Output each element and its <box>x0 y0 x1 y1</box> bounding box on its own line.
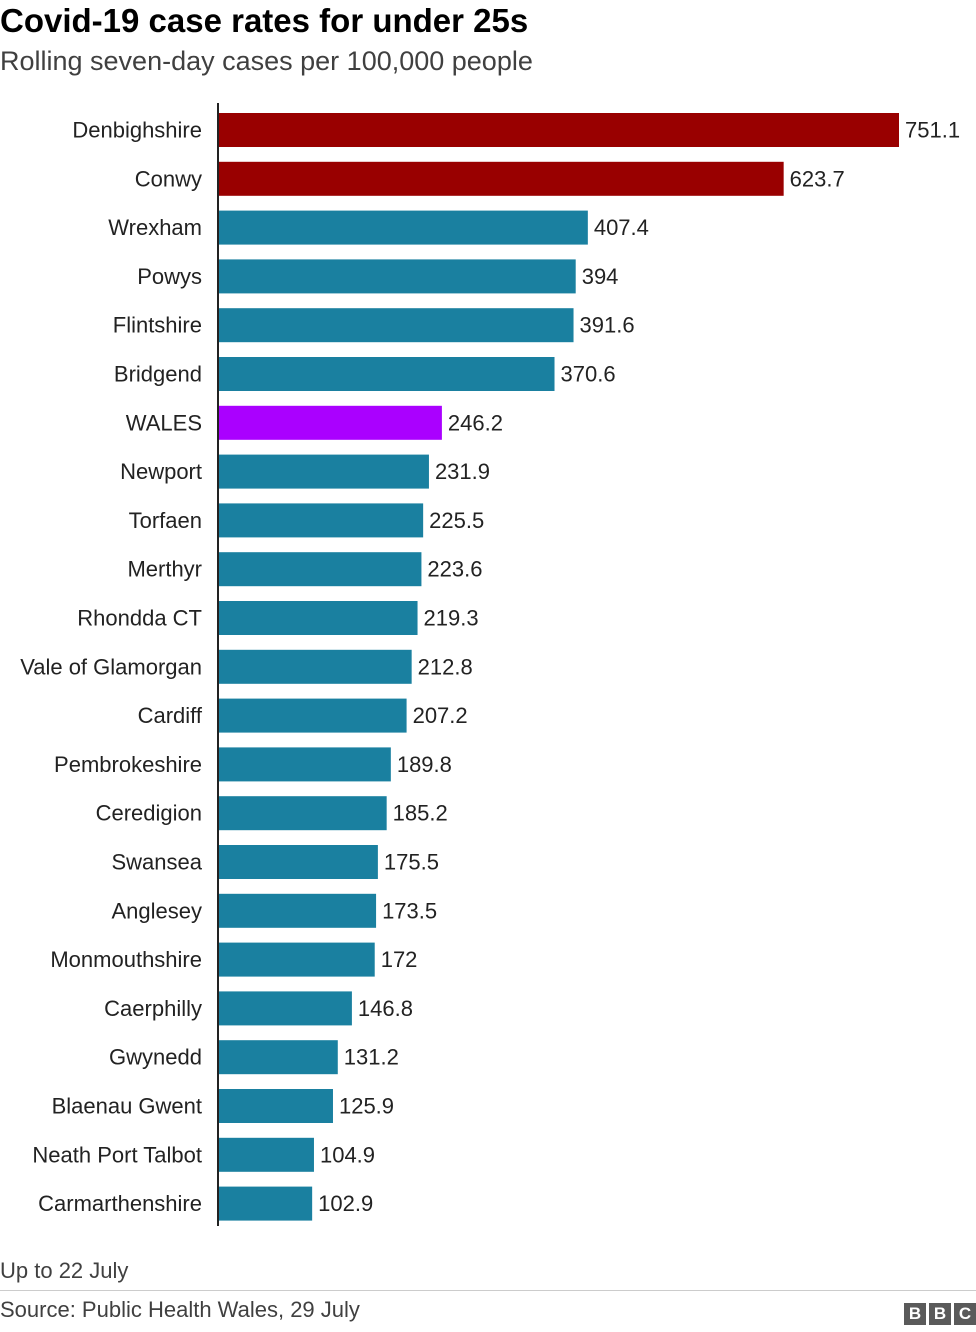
bar-anglesey <box>219 893 377 928</box>
value-label: 246.2 <box>448 410 503 435</box>
bar-wrexham <box>219 210 588 245</box>
category-label: Gwynedd <box>109 1045 202 1070</box>
value-label: 751.1 <box>905 118 960 143</box>
bar-pembrokeshire <box>219 747 391 782</box>
category-label: Denbighshire <box>72 118 202 143</box>
bar-wales <box>219 405 442 440</box>
footer-divider <box>0 1290 976 1291</box>
bar-cardiff <box>219 698 407 733</box>
value-label: 219.3 <box>424 606 479 631</box>
value-label: 207.2 <box>413 703 468 728</box>
category-label: Caerphilly <box>104 996 202 1021</box>
bar-chart: Denbighshire 751.1 Conwy 623.7 Wrexham 407.4 P… <box>20 103 960 1226</box>
category-label: Bridgend <box>114 362 202 387</box>
category-label: Pembrokeshire <box>54 752 202 777</box>
category-label: Carmarthenshire <box>38 1191 202 1216</box>
category-label: Rhondda CT <box>77 606 202 631</box>
category-label: Conwy <box>135 166 202 191</box>
category-label: Flintshire <box>113 313 202 338</box>
bar-newport <box>219 454 429 489</box>
bar-rhondda-ct <box>219 601 418 635</box>
bar-vale-of-glamorgan <box>219 649 412 684</box>
value-label: 231.9 <box>435 459 490 484</box>
value-label: 407.4 <box>594 215 649 240</box>
value-label: 173.5 <box>382 898 437 923</box>
bar-carmarthenshire <box>219 1186 313 1221</box>
value-label: 223.6 <box>427 557 482 582</box>
category-label: Cardiff <box>138 703 203 728</box>
value-label: 225.5 <box>429 508 484 533</box>
bar-conwy <box>219 161 784 196</box>
category-label: Newport <box>120 459 202 484</box>
bbc-logo-letter: C <box>954 1303 976 1325</box>
value-label: 172 <box>381 947 418 972</box>
value-label: 212.8 <box>418 654 473 679</box>
value-label: 104.9 <box>320 1142 375 1167</box>
value-label: 102.9 <box>318 1191 373 1216</box>
category-label: Torfaen <box>129 508 202 533</box>
bar-neath-port-talbot <box>219 1137 314 1172</box>
value-label: 623.7 <box>790 166 845 191</box>
bbc-logo: B B C <box>904 1303 976 1325</box>
value-label: 131.2 <box>344 1045 399 1070</box>
category-label: Merthyr <box>127 557 202 582</box>
value-label: 370.6 <box>561 362 616 387</box>
bar-torfaen <box>219 503 424 538</box>
chart-subtitle: Rolling seven-day cases per 100,000 peop… <box>0 46 533 76</box>
source-text: Source: Public Health Wales, 29 July <box>0 1297 360 1322</box>
bbc-logo-letter: B <box>929 1303 951 1325</box>
value-label: 394 <box>582 264 619 289</box>
bar-gwynedd <box>219 1040 338 1075</box>
category-label: Vale of Glamorgan <box>20 654 202 679</box>
category-label: WALES <box>126 410 202 435</box>
value-label: 125.9 <box>339 1094 394 1119</box>
date-note: Up to 22 July <box>0 1258 129 1283</box>
value-label: 175.5 <box>384 850 439 875</box>
bar-caerphilly <box>219 991 352 1026</box>
category-label: Wrexham <box>108 215 202 240</box>
value-label: 391.6 <box>580 313 635 338</box>
category-label: Swansea <box>111 850 202 875</box>
category-label: Ceredigion <box>96 801 202 826</box>
category-label: Blaenau Gwent <box>52 1094 202 1119</box>
value-label: 146.8 <box>358 996 413 1021</box>
bar-bridgend <box>219 357 555 391</box>
bar-swansea <box>219 845 378 879</box>
category-label: Anglesey <box>111 898 202 923</box>
chart-title: Covid-19 case rates for under 25s <box>0 2 529 39</box>
bar-powys <box>219 259 576 294</box>
value-label: 189.8 <box>397 752 452 777</box>
bar-merthyr <box>219 552 422 587</box>
bar-ceredigion <box>219 796 387 831</box>
bar-denbighshire <box>219 113 899 147</box>
category-label: Monmouthshire <box>50 947 202 972</box>
value-label: 185.2 <box>393 801 448 826</box>
category-label: Neath Port Talbot <box>32 1142 202 1167</box>
category-label: Powys <box>137 264 202 289</box>
bar-monmouthshire <box>219 942 375 977</box>
bbc-logo-letter: B <box>904 1303 926 1325</box>
bar-flintshire <box>219 308 574 343</box>
bar-blaenau-gwent <box>219 1089 333 1123</box>
